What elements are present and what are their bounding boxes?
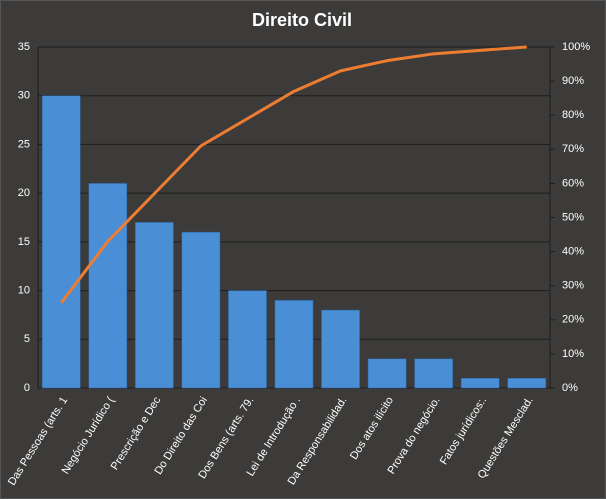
y2-tick-label: 100%: [562, 41, 590, 53]
y-tick-label: 25: [18, 138, 30, 150]
y2-tick-label: 70%: [562, 143, 584, 155]
y-tick-label: 20: [18, 187, 30, 199]
y2-tick-label: 0%: [562, 382, 578, 394]
y2-tick-label: 90%: [562, 75, 584, 87]
y2-tick-label: 60%: [562, 177, 584, 189]
y2-tick-label: 40%: [562, 246, 584, 258]
bar: [321, 309, 360, 389]
y2-tick-label: 10%: [562, 348, 584, 360]
cumulative-line: [60, 45, 527, 304]
bar: [274, 300, 314, 389]
y2-tick-label: 30%: [562, 280, 584, 292]
bar: [41, 95, 81, 389]
y2-tick-label: 50%: [562, 211, 584, 223]
y-tick-label: 10: [18, 284, 30, 296]
bar: [88, 183, 128, 389]
y2-tick-label: 20%: [562, 314, 584, 326]
y-tick-label: 30: [18, 90, 30, 102]
bar: [228, 290, 267, 389]
bar: [135, 222, 174, 389]
chart-title: Direito Civil: [252, 10, 352, 30]
y-tick-label: 35: [18, 41, 30, 53]
y2-tick-label: 80%: [562, 109, 584, 121]
bar: [414, 358, 453, 389]
bar: [181, 231, 221, 389]
bar: [507, 378, 547, 389]
y-tick-label: 5: [24, 333, 30, 345]
bar: [367, 358, 407, 389]
y-tick-label: 15: [18, 236, 30, 248]
bar: [460, 378, 500, 389]
y-tick-label: 0: [24, 382, 30, 394]
